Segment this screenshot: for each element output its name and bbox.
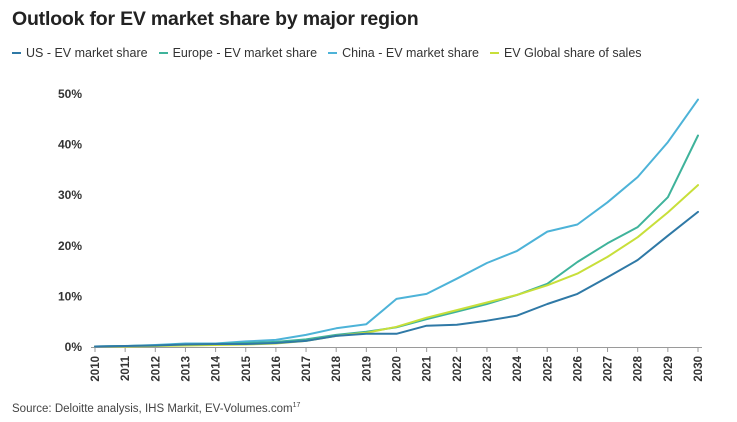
x-tick-label: 2018 bbox=[331, 355, 343, 381]
legend-item-us: US - EV market share bbox=[12, 46, 148, 60]
x-tick-label: 2010 bbox=[90, 356, 102, 382]
chart-title: Outlook for EV market share by major reg… bbox=[12, 8, 419, 30]
x-tick-label: 2020 bbox=[392, 356, 404, 382]
y-tick-label: 30% bbox=[58, 188, 82, 202]
x-tick-label: 2021 bbox=[422, 355, 434, 381]
x-tick-label: 2015 bbox=[241, 355, 253, 381]
x-tick-label: 2026 bbox=[572, 356, 584, 382]
legend-swatch-us bbox=[12, 52, 21, 54]
chart-legend: US - EV market share Europe - EV market … bbox=[12, 46, 653, 60]
legend-label-us: US - EV market share bbox=[26, 46, 148, 60]
series-line-us bbox=[94, 210, 699, 348]
x-tick-label: 2011 bbox=[120, 355, 132, 381]
legend-swatch-global bbox=[489, 52, 499, 54]
legend-label-europe: Europe - EV market share bbox=[172, 46, 318, 60]
x-tick-label: 2024 bbox=[512, 355, 524, 381]
x-tick-label: 2016 bbox=[271, 356, 283, 382]
y-tick-label: 50% bbox=[58, 87, 82, 101]
series-line-china bbox=[94, 98, 699, 348]
x-tick-label: 2030 bbox=[693, 356, 705, 382]
y-tick-label: 20% bbox=[58, 239, 82, 253]
legend-label-global: EV Global share of sales bbox=[503, 46, 642, 60]
x-tick-label: 2013 bbox=[180, 356, 192, 382]
legend-item-china: China - EV market share bbox=[328, 46, 479, 60]
x-tick-label: 2023 bbox=[482, 356, 494, 382]
x-tick-label: 2027 bbox=[603, 356, 615, 382]
y-axis-tick-labels: 0% 10% 20% 30% 40% 50% bbox=[58, 87, 82, 354]
x-tick-label: 2029 bbox=[663, 356, 675, 382]
legend-item-global: EV Global share of sales bbox=[489, 46, 642, 60]
source-note: Source: Deloitte analysis, IHS Markit, E… bbox=[12, 402, 300, 415]
x-axis-tick-labels: 2010 2011 2012 2013 2014 2015 2016 2017 2018 2019… bbox=[90, 347, 705, 382]
x-tick-label: 2028 bbox=[633, 355, 645, 381]
source-footnote: 17 bbox=[292, 402, 301, 409]
x-tick-label: 2014 bbox=[211, 355, 223, 381]
y-tick-label: 0% bbox=[65, 340, 83, 354]
series-line-global bbox=[94, 184, 699, 348]
y-tick-label: 40% bbox=[58, 138, 82, 152]
series-line-europe bbox=[94, 134, 699, 348]
series-lines bbox=[94, 98, 699, 348]
x-tick-label: 2019 bbox=[361, 356, 373, 382]
legend-label-china: China - EV market share bbox=[342, 46, 479, 60]
x-tick-label: 2025 bbox=[542, 355, 554, 381]
x-tick-label: 2012 bbox=[150, 356, 162, 382]
x-tick-label: 2017 bbox=[301, 356, 313, 382]
legend-item-europe: Europe - EV market share bbox=[158, 46, 318, 60]
legend-swatch-europe bbox=[158, 52, 168, 54]
source-text: Source: Deloitte analysis, IHS Markit, E… bbox=[12, 402, 293, 415]
x-tick-label: 2022 bbox=[452, 356, 464, 382]
y-tick-label: 10% bbox=[58, 289, 82, 303]
legend-swatch-china bbox=[328, 52, 338, 54]
